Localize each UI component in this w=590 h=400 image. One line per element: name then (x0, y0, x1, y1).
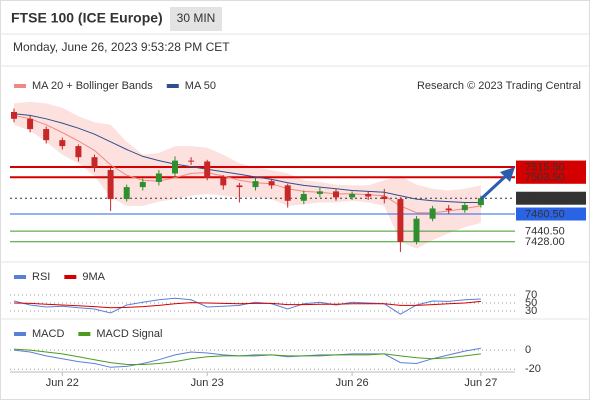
timeframe: 30 MIN (177, 11, 216, 25)
x-tick-label: Jun 26 (336, 377, 369, 389)
candle-body (349, 193, 356, 198)
source: Research © 2023 Trading Central (417, 80, 581, 92)
level-label: 7460.50 (525, 208, 565, 220)
candle-body (413, 218, 420, 242)
candle-body (91, 157, 98, 168)
candle-body (429, 208, 436, 219)
indicator-line (13, 348, 481, 365)
timeframe-badge (170, 7, 222, 31)
legend-swatch (14, 332, 26, 336)
candle-body (300, 193, 307, 201)
y-tick-label: 70 (525, 289, 537, 301)
legend-swatch (14, 275, 26, 279)
candle-body (204, 161, 211, 178)
x-tick-label: Jun 27 (464, 377, 497, 389)
candle-body (268, 181, 275, 186)
candle-body (220, 177, 227, 186)
candle-body (445, 208, 452, 211)
level-box (516, 207, 586, 221)
x-tick-label: Jun 22 (46, 377, 79, 389)
candle-body (139, 181, 146, 188)
legend-swatch (78, 332, 91, 336)
level-box (516, 191, 586, 205)
level-box (516, 160, 586, 174)
candle-body (43, 129, 50, 141)
legend-label: 9MA (82, 271, 105, 283)
x-tick-label: Jun 23 (191, 377, 224, 389)
candle-body (27, 118, 34, 130)
candle-body (155, 173, 162, 182)
legend-swatch (64, 275, 77, 279)
level-label: 7503.50 (525, 172, 565, 184)
candle-body (107, 170, 114, 200)
candle-body (59, 140, 66, 147)
legend-swatch (166, 84, 179, 88)
candle-body (123, 187, 130, 200)
y-tick-label: 50 (525, 297, 537, 309)
indicator-line (13, 300, 481, 309)
y-tick-label: -20 (525, 363, 541, 375)
level-label: 7515.50 (525, 161, 565, 173)
forecast-arrowhead (500, 167, 515, 182)
y-tick-label: 0 (525, 344, 531, 356)
legend-swatch (14, 84, 26, 88)
candle-body (188, 160, 195, 162)
candle-body (381, 196, 388, 200)
candle-body (333, 191, 339, 198)
ma-line (13, 113, 481, 203)
candle-body (172, 160, 178, 174)
level-box (516, 170, 586, 184)
candle-body (365, 193, 372, 197)
legend-label: MA 20 + Bollinger Bands (32, 80, 153, 92)
candle-body (316, 191, 323, 194)
level-label: 7479.00 (525, 193, 565, 205)
y-tick-label: 30 (525, 305, 537, 317)
level-label: 7428.00 (525, 236, 565, 248)
legend-label: RSI (32, 271, 50, 283)
legend-label: MA 50 (185, 80, 216, 92)
legend-label: MACD Signal (96, 328, 162, 340)
candle-body (236, 185, 243, 188)
level-label: 7440.50 (525, 226, 565, 238)
candle-body (461, 205, 468, 211)
chart-title: FTSE 100 (ICE Europe) (11, 10, 163, 26)
forecast-arrow (479, 172, 510, 201)
candle-body (75, 146, 82, 158)
legend-label: MACD (32, 328, 64, 340)
candle-body (284, 185, 291, 201)
candle-body (252, 181, 259, 188)
date: Monday, June 26, 2023 9:53:28 PM CET (13, 40, 230, 54)
candle-body (397, 199, 404, 242)
candle-body (11, 111, 17, 119)
candle-body (477, 198, 484, 206)
